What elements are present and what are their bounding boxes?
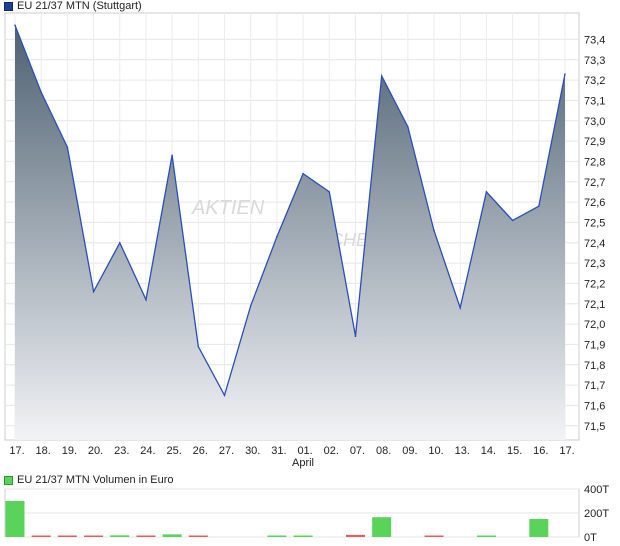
- price-point: [145, 298, 147, 301]
- x-tick-label: 13.: [455, 445, 470, 457]
- volume-bar: [267, 535, 287, 537]
- x-tick-label: 08.: [376, 445, 391, 457]
- price-point: [459, 307, 462, 309]
- price-y-tick-label: 72,9: [584, 136, 605, 148]
- price-point: [538, 205, 540, 207]
- x-tick-label: 23.: [114, 445, 129, 457]
- x-tick-label: 26.: [193, 445, 208, 457]
- x-tick-label: 19.: [62, 445, 77, 457]
- x-tick-label: 24.: [140, 445, 155, 457]
- price-point: [328, 191, 331, 193]
- price-point: [433, 229, 435, 232]
- x-tick-label: 07.: [350, 445, 365, 457]
- price-series: [14, 24, 566, 440]
- price-y-tick-label: 71,8: [584, 360, 605, 372]
- price-area-fill: [15, 25, 565, 440]
- volume-bar: [293, 535, 313, 537]
- x-tick-label: 02.: [324, 445, 339, 457]
- price-y-tick-label: 72,4: [584, 238, 605, 250]
- price-point: [197, 345, 200, 348]
- price-y-tick-label: 73,3: [584, 55, 605, 67]
- x-tick-label: 18.: [36, 445, 51, 457]
- x-tick-label: 10.: [428, 445, 443, 457]
- x-tick-label: 15.: [507, 445, 522, 457]
- volume-y-tick-label: 0T: [584, 532, 597, 544]
- volume-bar: [57, 535, 77, 537]
- x-tick-label: 25.: [166, 445, 181, 457]
- volume-y-tick-label: 400T: [584, 484, 609, 496]
- x-tick-label: 17.: [9, 445, 24, 457]
- volume-bar: [84, 535, 104, 537]
- price-y-tick-label: 71,9: [584, 339, 605, 351]
- x-tick-label: 14.: [481, 445, 496, 457]
- volume-bar: [31, 535, 51, 537]
- volume-y-tick-label: 200T: [584, 508, 609, 520]
- price-point: [276, 235, 278, 238]
- price-point: [14, 24, 16, 27]
- volume-y-axis: 0T 200T 400T: [584, 484, 609, 544]
- x-axis: 17. 18. 19. 20. 23. 24. 25. 26. 27. 30. 31. 01. 02. 0…: [9, 445, 574, 457]
- price-point: [511, 219, 514, 222]
- price-y-tick-label: 72,3: [584, 258, 605, 270]
- price-legend-swatch: [4, 1, 13, 11]
- x-tick-label: 27.: [219, 445, 234, 457]
- price-point: [302, 172, 304, 175]
- volume-bar: [5, 501, 25, 537]
- x-tick-label: 01.: [297, 445, 312, 457]
- price-y-tick-label: 72,5: [584, 217, 605, 229]
- x-tick-label: 17.: [559, 445, 574, 457]
- price-y-tick-label: 72,7: [584, 177, 605, 189]
- price-y-tick-label: 72,2: [584, 278, 605, 290]
- volume-bar: [476, 535, 496, 537]
- price-y-tick-label: 72,6: [584, 197, 605, 209]
- price-point: [354, 335, 357, 338]
- price-point: [171, 154, 173, 157]
- x-tick-label: 31.: [271, 445, 286, 457]
- price-y-axis: 71,5 71,6 71,7 71,8 71,9 72,0 72,1 72,2 72,3 72,4…: [584, 34, 605, 432]
- month-label: April: [292, 457, 314, 469]
- price-point: [564, 73, 566, 75]
- x-tick-label: 20.: [88, 445, 103, 457]
- watermark-line-1: AKTIEN: [191, 197, 265, 219]
- price-point: [92, 290, 95, 293]
- price-y-tick-label: 72,8: [584, 156, 605, 168]
- volume-bars: [5, 501, 549, 537]
- x-tick-label: 30.: [245, 445, 260, 457]
- volume-bar: [424, 535, 444, 537]
- price-point: [380, 75, 383, 77]
- price-y-tick-label: 72,0: [584, 319, 605, 331]
- volume-bar: [188, 535, 208, 537]
- price-y-tick-label: 72,1: [584, 299, 605, 311]
- price-y-tick-label: 73,1: [584, 95, 605, 107]
- volume-legend-label: EU 21/37 MTN Volumen in Euro: [17, 474, 174, 486]
- volume-bar: [372, 517, 392, 537]
- price-point: [118, 241, 121, 244]
- volume-bar: [136, 535, 156, 537]
- price-y-tick-label: 73,0: [584, 116, 605, 128]
- price-legend-label: EU 21/37 MTN (Stuttgart): [17, 0, 142, 12]
- x-tick-label: 09.: [402, 445, 417, 457]
- price-y-tick-label: 71,7: [584, 380, 605, 392]
- volume-bar: [162, 534, 182, 537]
- volume-bar: [110, 535, 130, 537]
- volume-legend: EU 21/37 MTN Volumen in Euro: [4, 474, 174, 486]
- price-y-tick-label: 71,6: [584, 400, 605, 412]
- price-point: [485, 191, 488, 193]
- price-point: [249, 305, 252, 307]
- price-point: [223, 394, 226, 397]
- price-y-tick-label: 71,5: [584, 421, 605, 433]
- volume-legend-swatch: [4, 475, 13, 485]
- x-tick-label: 16.: [533, 445, 548, 457]
- price-line: [14, 24, 566, 398]
- price-y-tick-label: 73,4: [584, 34, 605, 46]
- price-point: [407, 126, 409, 128]
- price-legend: EU 21/37 MTN (Stuttgart): [4, 0, 142, 12]
- volume-bar: [345, 534, 365, 537]
- price-point: [66, 146, 69, 148]
- price-point: [40, 91, 42, 94]
- price-y-tick-label: 73,2: [584, 75, 605, 87]
- volume-bar: [529, 519, 549, 537]
